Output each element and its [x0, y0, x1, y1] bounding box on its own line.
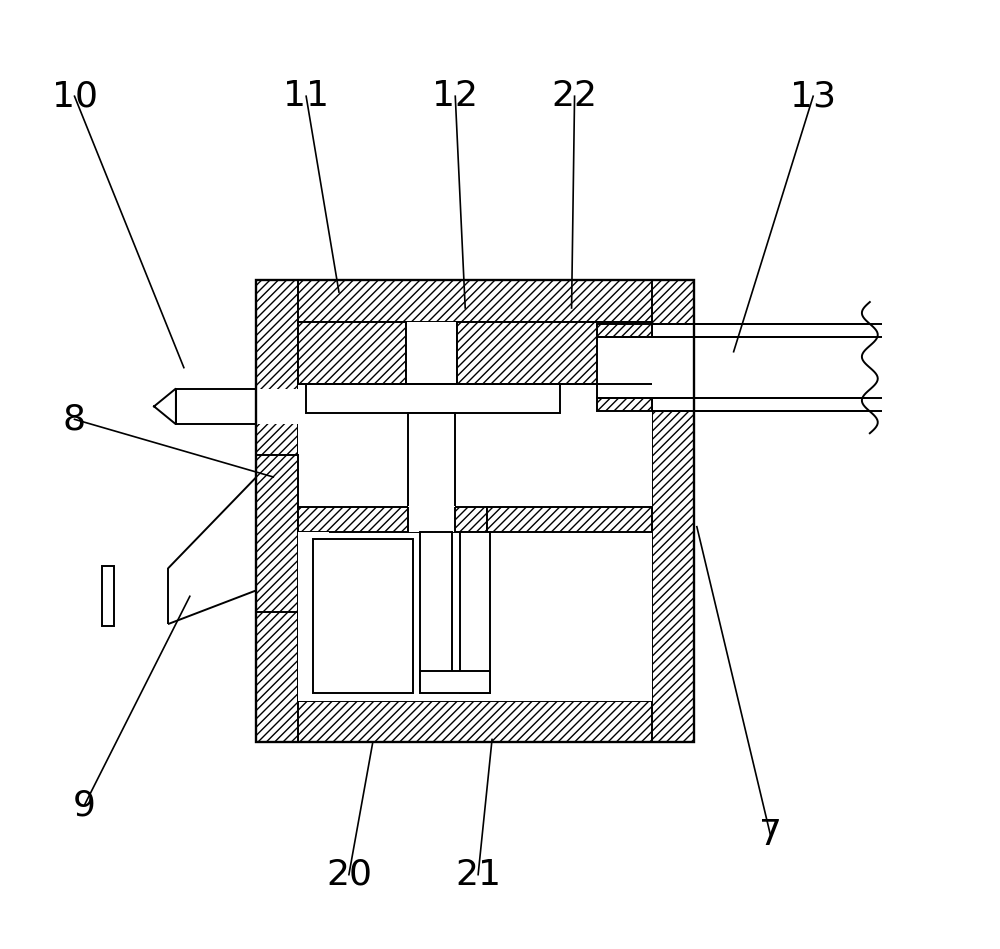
Bar	[298, 532, 329, 700]
Text: 22: 22	[552, 79, 598, 113]
Bar	[597, 337, 903, 399]
Bar	[256, 700, 694, 742]
Bar	[882, 294, 915, 441]
Bar	[408, 506, 455, 532]
Text: 7: 7	[759, 818, 782, 852]
Text: 11: 11	[283, 79, 329, 113]
Text: 13: 13	[790, 79, 836, 113]
Bar	[597, 324, 652, 337]
Bar	[176, 388, 256, 424]
Bar	[298, 322, 652, 700]
Bar	[306, 383, 560, 414]
Bar	[313, 539, 413, 693]
Text: 10: 10	[52, 79, 98, 113]
Text: 9: 9	[73, 788, 96, 822]
Bar	[652, 324, 903, 411]
Text: 21: 21	[455, 858, 501, 892]
Bar	[102, 567, 114, 626]
Text: 20: 20	[326, 858, 372, 892]
Bar	[420, 532, 452, 686]
Bar	[460, 532, 490, 693]
Bar	[298, 322, 406, 383]
Bar	[256, 280, 694, 322]
Polygon shape	[154, 388, 176, 424]
Bar	[597, 399, 652, 411]
Bar	[435, 507, 487, 532]
Bar	[298, 507, 435, 532]
Text: 12: 12	[432, 79, 478, 113]
Text: 8: 8	[63, 402, 86, 437]
Bar	[256, 456, 298, 612]
Bar	[298, 532, 313, 700]
Bar	[406, 322, 457, 383]
Bar	[457, 322, 652, 383]
Bar	[487, 507, 652, 532]
Bar	[408, 414, 455, 507]
Bar	[256, 280, 298, 742]
Bar	[256, 280, 694, 742]
Bar	[420, 671, 490, 693]
Bar	[652, 280, 694, 742]
Bar	[256, 388, 298, 424]
Polygon shape	[168, 477, 256, 624]
